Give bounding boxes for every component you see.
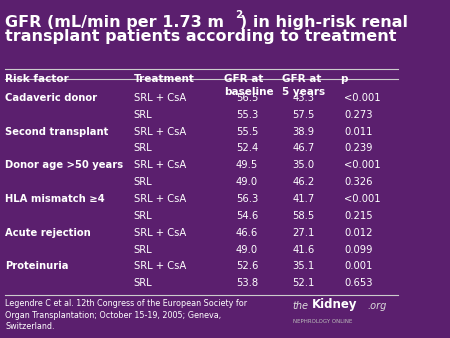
Text: 38.9: 38.9 [292,126,314,137]
Text: <0.001: <0.001 [344,194,381,204]
Text: <0.001: <0.001 [344,160,381,170]
Text: SRL + CsA: SRL + CsA [134,93,186,103]
Text: 54.6: 54.6 [236,211,258,221]
Text: 43.3: 43.3 [292,93,314,103]
Text: 53.8: 53.8 [236,278,258,288]
Text: GFR at
baseline: GFR at baseline [224,74,274,97]
Text: 0.001: 0.001 [344,261,373,271]
Text: Treatment: Treatment [134,74,194,84]
Text: Acute rejection: Acute rejection [5,228,91,238]
Text: 35.1: 35.1 [292,261,315,271]
Text: 41.6: 41.6 [292,245,315,255]
Text: 46.6: 46.6 [236,228,258,238]
Text: Second transplant: Second transplant [5,126,109,137]
Text: SRL + CsA: SRL + CsA [134,160,186,170]
Text: SRL + CsA: SRL + CsA [134,126,186,137]
Text: SRL: SRL [134,245,153,255]
Text: GFR (mL/min per 1.73 m: GFR (mL/min per 1.73 m [5,15,225,30]
Text: 0.239: 0.239 [344,143,373,153]
Text: <0.001: <0.001 [344,93,381,103]
Text: 0.099: 0.099 [344,245,373,255]
Text: GFR at
5 years: GFR at 5 years [282,74,325,97]
Text: 2: 2 [235,10,242,20]
Text: 55.3: 55.3 [236,110,258,120]
Text: SRL: SRL [134,110,153,120]
Text: p: p [340,74,348,84]
Text: 46.7: 46.7 [292,143,315,153]
Text: 52.4: 52.4 [236,143,258,153]
Text: 27.1: 27.1 [292,228,315,238]
Text: 49.0: 49.0 [236,245,258,255]
Text: SRL + CsA: SRL + CsA [134,261,186,271]
Text: SRL: SRL [134,177,153,187]
Text: 0.653: 0.653 [344,278,373,288]
Text: 0.326: 0.326 [344,177,373,187]
Text: Cadaveric donor: Cadaveric donor [5,93,98,103]
Text: ) in high-risk renal: ) in high-risk renal [240,15,408,30]
Text: 57.5: 57.5 [292,110,315,120]
Text: 41.7: 41.7 [292,194,315,204]
Text: Legendre C et al. 12th Congress of the European Society for
Organ Transplantatio: Legendre C et al. 12th Congress of the E… [5,299,248,331]
Text: Proteinuria: Proteinuria [5,261,69,271]
Text: 0.215: 0.215 [344,211,373,221]
Text: .org: .org [367,301,387,311]
Text: the: the [292,301,308,311]
Text: 56.3: 56.3 [236,194,258,204]
Text: 55.5: 55.5 [236,126,258,137]
Text: 56.5: 56.5 [236,93,258,103]
Text: transplant patients according to treatment: transplant patients according to treatme… [5,29,397,44]
Text: SRL: SRL [134,143,153,153]
Text: SRL: SRL [134,211,153,221]
Text: SRL: SRL [134,278,153,288]
Text: 35.0: 35.0 [292,160,314,170]
Text: 58.5: 58.5 [292,211,315,221]
Text: Kidney: Kidney [312,298,358,311]
Text: 49.5: 49.5 [236,160,258,170]
Text: 0.012: 0.012 [344,228,373,238]
Text: 46.2: 46.2 [292,177,315,187]
Text: HLA mismatch ≥4: HLA mismatch ≥4 [5,194,105,204]
Text: Donor age >50 years: Donor age >50 years [5,160,123,170]
Text: Risk factor: Risk factor [5,74,69,84]
Text: NEPHROLOGY ONLINE: NEPHROLOGY ONLINE [293,319,353,324]
Text: SRL + CsA: SRL + CsA [134,194,186,204]
Text: 52.1: 52.1 [292,278,315,288]
Text: 0.273: 0.273 [344,110,373,120]
Text: 49.0: 49.0 [236,177,258,187]
Text: 52.6: 52.6 [236,261,258,271]
Text: SRL + CsA: SRL + CsA [134,228,186,238]
Text: 0.011: 0.011 [344,126,373,137]
